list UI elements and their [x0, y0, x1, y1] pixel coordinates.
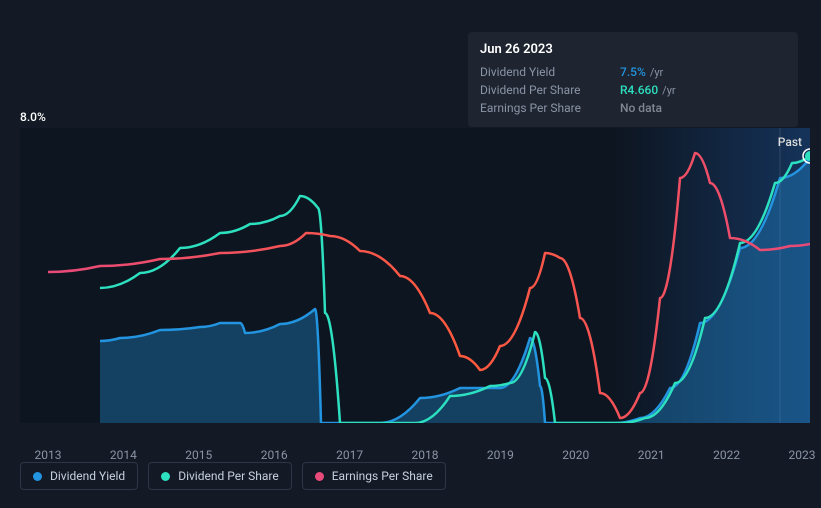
dividend-chart[interactable]: 8.0% 0% Past 201320142015201620172018201… [20, 113, 810, 423]
x-axis-tick: 2018 [412, 448, 439, 462]
tooltip-date: Jun 26 2023 [480, 42, 786, 57]
x-axis-tick: 2017 [336, 448, 363, 462]
tooltip-row-value: 7.5%/yr [620, 65, 663, 79]
tooltip-row-label: Dividend Per Share [480, 83, 620, 97]
legend-label: Dividend Yield [50, 469, 125, 483]
x-axis-tick: 2023 [789, 448, 816, 462]
legend-item[interactable]: Dividend Yield [20, 462, 138, 490]
x-axis-tick: 2016 [261, 448, 288, 462]
chart-legend: Dividend Yield Dividend Per Share Earnings… [20, 462, 446, 490]
tooltip-row: Dividend Yield7.5%/yr [480, 63, 786, 81]
tooltip-row-label: Dividend Yield [480, 65, 620, 79]
x-axis-tick: 2013 [35, 448, 62, 462]
tooltip-row-unit: /yr [662, 84, 675, 97]
legend-item[interactable]: Dividend Per Share [148, 462, 292, 490]
tooltip-rows: Dividend Yield7.5%/yrDividend Per ShareR… [480, 63, 786, 117]
tooltip-row: Earnings Per ShareNo data [480, 99, 786, 117]
legend-label: Dividend Per Share [178, 469, 279, 483]
x-axis-tick: 2014 [110, 448, 137, 462]
tooltip-row: Dividend Per ShareR4.660/yr [480, 81, 786, 99]
y-axis-tick-top: 8.0% [20, 110, 46, 124]
past-label: Past [778, 135, 802, 149]
legend-dot [315, 472, 324, 481]
legend-label: Earnings Per Share [332, 469, 433, 483]
x-axis-tick: 2019 [487, 448, 514, 462]
tooltip-row-label: Earnings Per Share [480, 101, 620, 115]
tooltip-row-value: No data [620, 101, 662, 115]
chart-svg [20, 128, 810, 423]
x-axis-tick: 2015 [185, 448, 212, 462]
x-axis-tick: 2020 [562, 448, 589, 462]
tooltip-row-value: R4.660/yr [620, 83, 676, 97]
tooltip-row-unit: /yr [650, 66, 663, 79]
plot-area [20, 128, 810, 423]
legend-dot [161, 472, 170, 481]
legend-dot [33, 472, 42, 481]
legend-item[interactable]: Earnings Per Share [302, 462, 446, 490]
x-axis-tick: 2021 [638, 448, 665, 462]
chart-tooltip: Jun 26 2023 Dividend Yield7.5%/yrDividen… [468, 32, 798, 127]
x-axis-tick: 2022 [713, 448, 740, 462]
